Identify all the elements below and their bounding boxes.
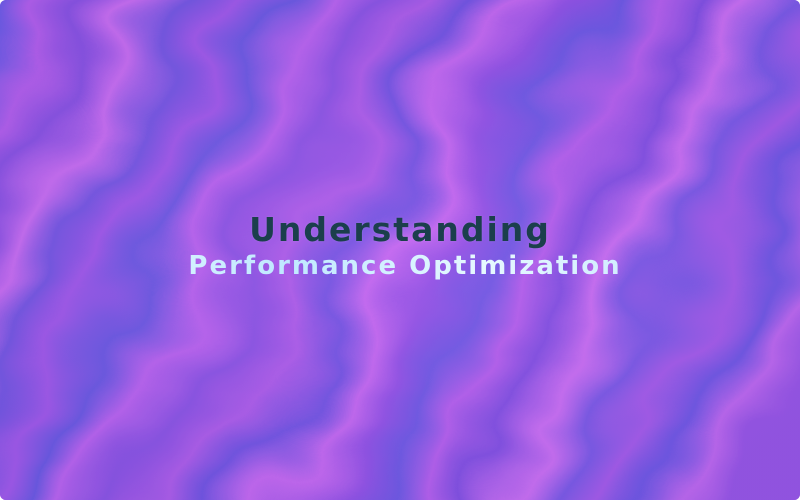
title-line-performance-optimization: Performance Optimization (10, 252, 800, 280)
title-text-block: Understanding Performance Optimization (0, 208, 800, 280)
title-line-understanding: Understanding (249, 210, 551, 249)
